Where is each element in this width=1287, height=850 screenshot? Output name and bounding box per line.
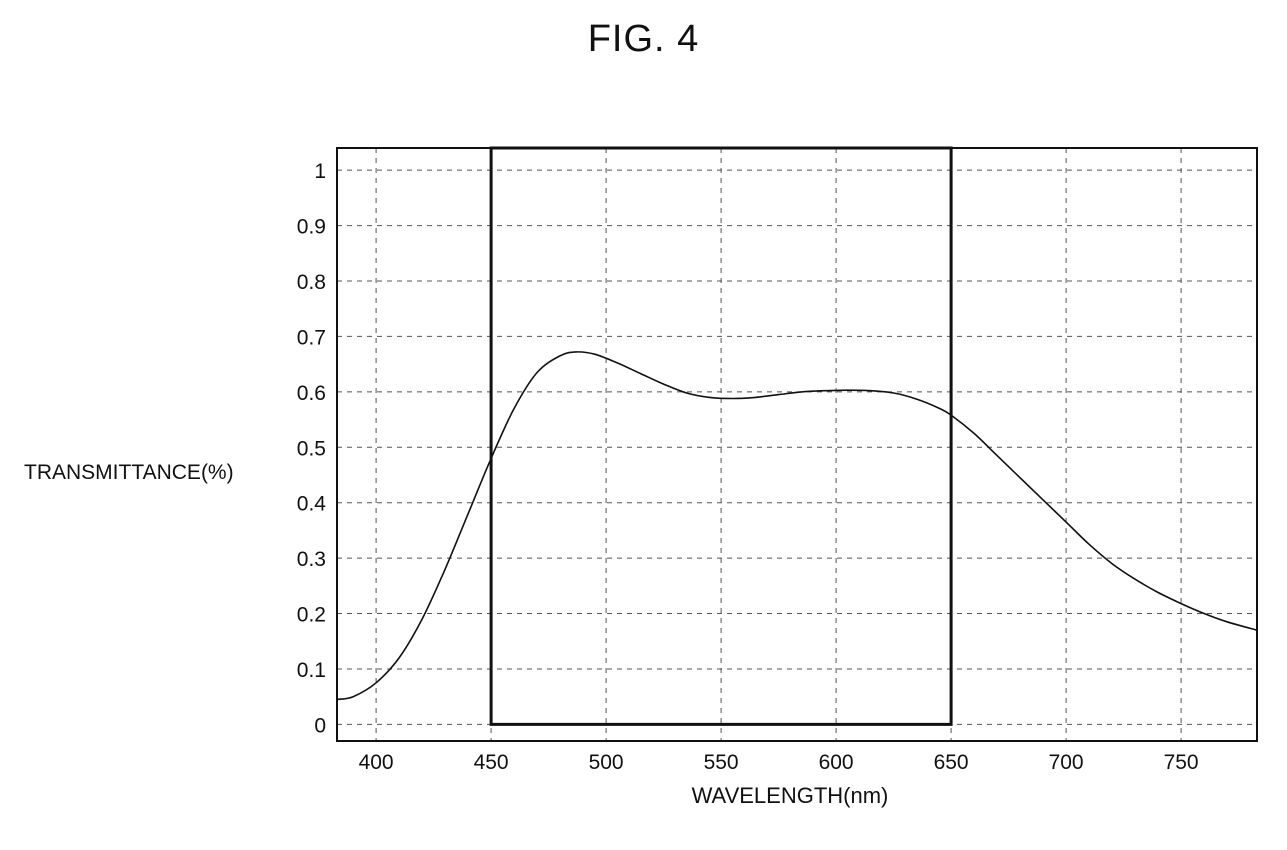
y-tick-label: 0.5 [297, 437, 326, 460]
x-tick-label: 500 [589, 751, 624, 774]
x-tick-label: 700 [1049, 751, 1084, 774]
x-axis-label: WAVELENGTH(nm) [692, 783, 889, 808]
y-tick-label: 0.2 [297, 604, 326, 627]
series-group [337, 148, 1257, 724]
x-tick-labels: 400 450 500 550 600 650 700 750 [359, 751, 1199, 774]
x-tick-label: 450 [474, 751, 509, 774]
y-tick-label: 0.7 [297, 326, 326, 349]
grid [337, 148, 1257, 741]
x-tick-label: 750 [1164, 751, 1199, 774]
y-tick-label: 1 [314, 160, 326, 183]
y-tick-label: 0.3 [297, 548, 326, 571]
y-tick-label: 0.8 [297, 271, 326, 294]
x-tick-label: 600 [819, 751, 854, 774]
x-tick-label: 650 [934, 751, 969, 774]
passband-rectangle [491, 148, 951, 724]
transmittance-curve [337, 352, 1257, 700]
x-tick-label: 550 [704, 751, 739, 774]
y-tick-label: 0.4 [297, 493, 327, 516]
plot-frame [337, 148, 1257, 741]
x-tick-label: 400 [359, 751, 394, 774]
y-tick-label: 0 [314, 714, 326, 737]
y-tick-labels: 0 0.1 0.2 0.3 0.4 0.5 0.6 0.7 0.8 0.9 1 [297, 160, 327, 737]
y-tick-label: 0.1 [297, 659, 326, 682]
y-tick-label: 0.6 [297, 382, 326, 405]
y-axis-label: TRANSMITTANCE(%) [24, 461, 234, 484]
y-tick-label: 0.9 [297, 216, 326, 239]
